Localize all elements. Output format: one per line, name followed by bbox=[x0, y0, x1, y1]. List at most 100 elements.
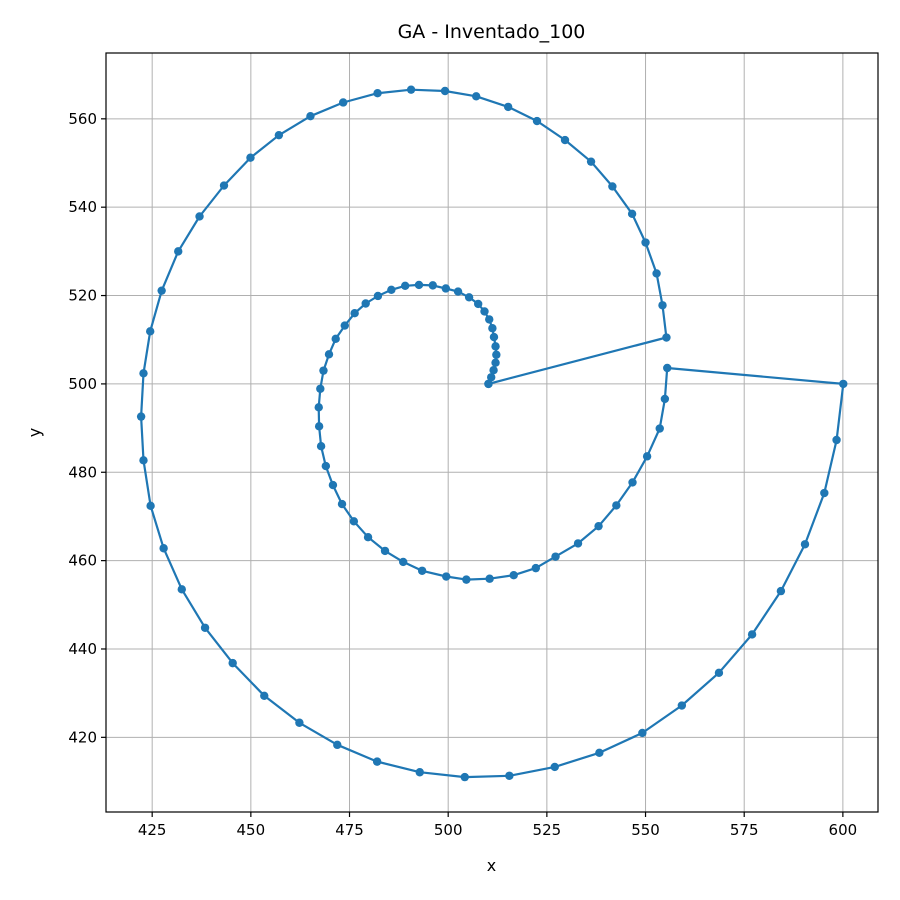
route-point bbox=[306, 111, 315, 121]
route-point bbox=[195, 212, 204, 221]
route-point bbox=[400, 281, 410, 291]
y-tick-label: 500 bbox=[68, 375, 97, 393]
route-point bbox=[655, 424, 664, 433]
route-point bbox=[361, 299, 370, 308]
route-point bbox=[159, 544, 168, 553]
y-tick-label: 480 bbox=[68, 463, 97, 481]
route-point bbox=[200, 623, 210, 632]
x-axis-ticks: 425 450 475 500 525 550 575 600 bbox=[138, 812, 857, 839]
route-point bbox=[531, 563, 541, 573]
route-point bbox=[491, 342, 500, 351]
route-point bbox=[658, 301, 667, 310]
route-point bbox=[485, 315, 494, 324]
route-point bbox=[157, 286, 166, 295]
route-series bbox=[136, 85, 848, 782]
route-point bbox=[505, 771, 514, 780]
route-point bbox=[146, 501, 155, 511]
route-point bbox=[509, 570, 518, 580]
route-point bbox=[337, 499, 347, 509]
route-point bbox=[139, 456, 148, 465]
plot-frame bbox=[105, 52, 879, 813]
y-axis-label: y bbox=[25, 428, 44, 437]
route-point bbox=[441, 284, 451, 293]
route-point bbox=[319, 366, 328, 375]
route-point bbox=[642, 452, 652, 461]
route-point bbox=[428, 281, 437, 290]
route-point bbox=[440, 86, 450, 96]
y-tick-label: 460 bbox=[68, 552, 97, 570]
route-point bbox=[594, 521, 603, 531]
x-tick-label: 600 bbox=[829, 821, 858, 839]
route-point bbox=[489, 366, 498, 375]
route-point bbox=[492, 350, 501, 359]
route-point bbox=[652, 269, 661, 278]
route-point bbox=[641, 238, 650, 247]
x-tick-label: 425 bbox=[138, 821, 167, 839]
route-point bbox=[349, 517, 359, 526]
y-tick-label: 520 bbox=[68, 287, 97, 305]
route-point bbox=[550, 762, 559, 772]
route-point bbox=[246, 153, 255, 162]
route-point bbox=[260, 691, 269, 701]
route-point bbox=[491, 358, 500, 367]
route-point bbox=[551, 552, 560, 561]
route-point bbox=[328, 480, 338, 490]
route-point bbox=[714, 668, 724, 678]
route-point bbox=[573, 539, 583, 548]
x-tick-label: 550 bbox=[631, 821, 660, 839]
route-point bbox=[627, 209, 637, 219]
route-point bbox=[339, 98, 348, 107]
route-point bbox=[595, 748, 604, 757]
route-point bbox=[464, 293, 474, 302]
x-tick-label: 575 bbox=[730, 821, 759, 839]
route-point bbox=[398, 557, 408, 567]
route-point bbox=[314, 422, 324, 431]
route-point bbox=[146, 327, 155, 336]
route-point bbox=[139, 369, 148, 378]
route-point bbox=[219, 181, 229, 190]
route-point bbox=[820, 488, 829, 498]
route-point bbox=[373, 89, 382, 98]
route-point bbox=[677, 701, 687, 710]
route-point bbox=[484, 379, 493, 389]
chart-title: GA - Inventado_100 bbox=[398, 21, 586, 43]
route-point bbox=[612, 501, 621, 510]
route-point bbox=[462, 575, 471, 584]
route-point bbox=[660, 394, 670, 404]
route-point bbox=[442, 572, 451, 581]
y-tick-label: 440 bbox=[68, 640, 97, 658]
route-point bbox=[503, 102, 513, 112]
x-tick-label: 500 bbox=[434, 821, 463, 839]
route-point bbox=[473, 299, 483, 309]
route-point bbox=[417, 566, 427, 575]
route-point bbox=[295, 718, 304, 727]
route-point bbox=[274, 130, 284, 140]
route-point bbox=[316, 441, 326, 451]
route-point bbox=[776, 586, 786, 596]
route-point bbox=[480, 307, 489, 316]
route-point bbox=[136, 412, 146, 421]
route-point bbox=[331, 334, 340, 344]
route-point bbox=[489, 332, 499, 342]
route-point bbox=[839, 379, 848, 389]
route-point bbox=[832, 435, 841, 445]
route-point bbox=[460, 772, 469, 782]
route-point bbox=[663, 363, 672, 373]
route-point bbox=[363, 533, 373, 542]
y-tick-label: 420 bbox=[68, 728, 97, 746]
x-tick-label: 525 bbox=[533, 821, 562, 839]
route-point bbox=[532, 116, 542, 126]
route-point bbox=[333, 740, 342, 750]
route-point bbox=[177, 585, 186, 594]
route-point bbox=[373, 291, 383, 301]
route-point bbox=[608, 182, 617, 191]
route-point bbox=[414, 280, 424, 290]
route-point bbox=[662, 333, 671, 342]
route-point bbox=[628, 478, 637, 487]
route-point bbox=[586, 157, 596, 166]
y-tick-label: 560 bbox=[68, 110, 97, 128]
x-tick-label: 475 bbox=[335, 821, 364, 839]
route-point bbox=[488, 324, 497, 333]
route-point bbox=[472, 92, 481, 101]
route-point bbox=[747, 630, 757, 639]
